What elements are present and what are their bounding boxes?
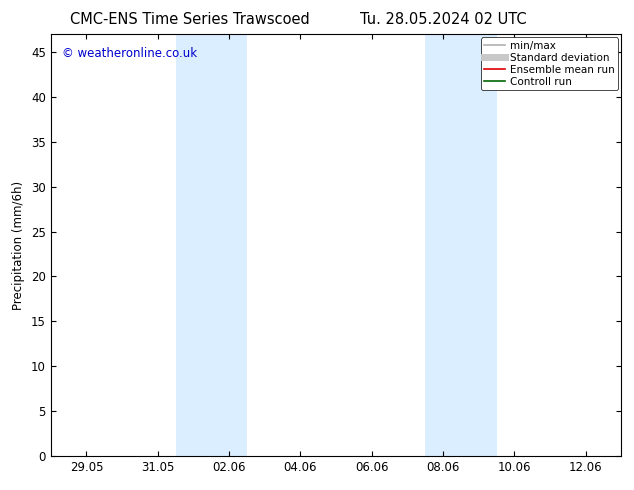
Bar [176, 34, 247, 456]
Legend: min/max, Standard deviation, Ensemble mean run, Controll run: min/max, Standard deviation, Ensemble me… [481, 37, 618, 90]
Bar [425, 34, 496, 456]
Text: © weatheronline.co.uk: © weatheronline.co.uk [62, 47, 197, 60]
Text: Tu. 28.05.2024 02 UTC: Tu. 28.05.2024 02 UTC [361, 12, 527, 27]
Text: CMC-ENS Time Series Trawscoed: CMC-ENS Time Series Trawscoed [70, 12, 310, 27]
Y-axis label: Precipitation (mm/6h): Precipitation (mm/6h) [13, 180, 25, 310]
